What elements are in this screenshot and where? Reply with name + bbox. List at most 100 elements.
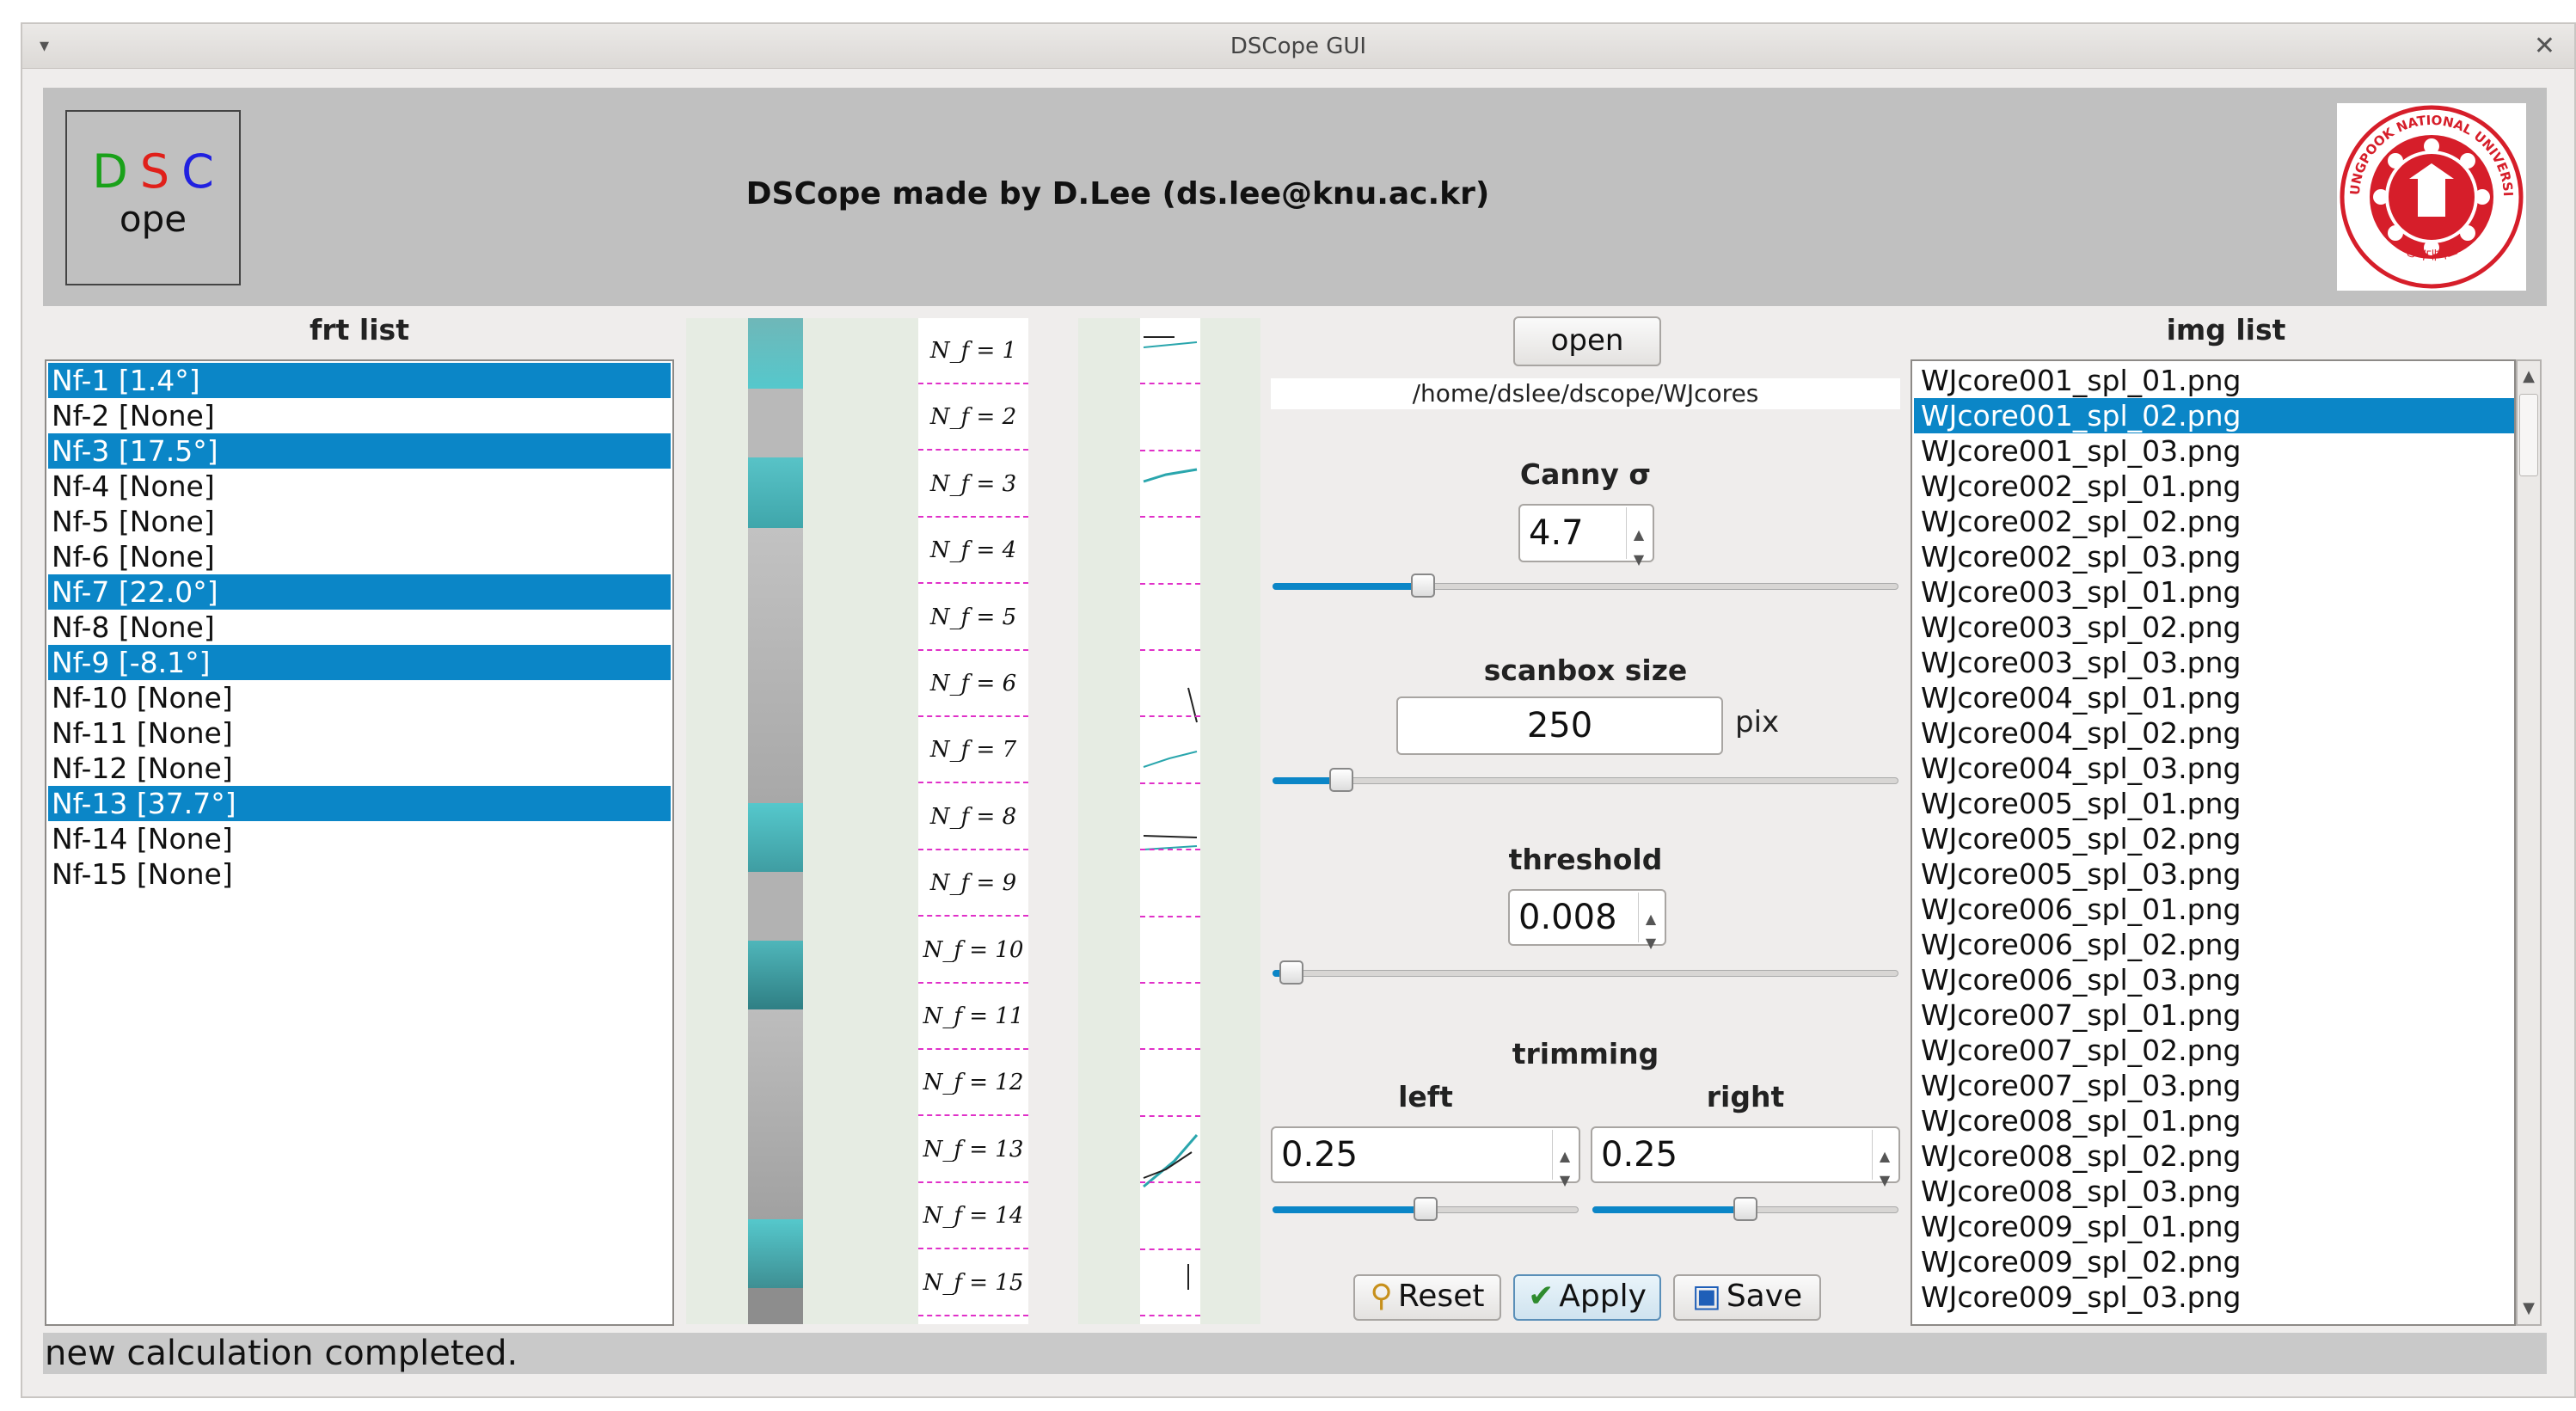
trim-left-slider[interactable]: [1273, 1197, 1579, 1223]
img-list-item[interactable]: WJcore006_spl_01.png: [1921, 893, 2242, 926]
slider-handle[interactable]: [1414, 1197, 1438, 1221]
title-bar[interactable]: ▾ DSCope GUI ✕: [22, 24, 2574, 69]
nf-label: N_f = 2: [918, 384, 1028, 451]
img-list-scrollbar[interactable]: ▲ ▼: [2516, 359, 2542, 1326]
frt-list-item[interactable]: Nf-8 [None]: [52, 610, 215, 644]
trim-right-slider[interactable]: [1592, 1197, 1898, 1223]
spin-down-icon[interactable]: ▼: [1552, 1154, 1577, 1188]
scanbox-slider[interactable]: [1273, 768, 1898, 794]
img-list-item[interactable]: WJcore002_spl_02.png: [1921, 505, 2242, 538]
canny-sigma-spinbox[interactable]: 4.7 ▲ ▼: [1518, 504, 1654, 567]
emblem-bottom-text: 경북대학교: [2403, 244, 2460, 263]
scanbox-size-input[interactable]: 250: [1396, 696, 1723, 755]
img-list-item[interactable]: WJcore008_spl_02.png: [1921, 1139, 2242, 1173]
img-list-item[interactable]: WJcore004_spl_02.png: [1921, 716, 2242, 750]
window-menu-icon[interactable]: ▾: [40, 35, 50, 57]
img-list-item[interactable]: WJcore003_spl_01.png: [1921, 575, 2242, 609]
img-list-item[interactable]: WJcore006_spl_03.png: [1921, 963, 2242, 997]
nf-label: N_f = 15: [918, 1250, 1028, 1316]
img-list-item[interactable]: WJcore006_spl_02.png: [1921, 928, 2242, 961]
header-title: DSCope made by D.Lee (ds.lee@knu.ac.kr): [745, 176, 1490, 212]
img-list-item[interactable]: WJcore001_spl_02.png: [1914, 398, 2514, 433]
slider-groove[interactable]: [1273, 970, 1898, 977]
save-button-label: Save: [1726, 1279, 1803, 1314]
nf-label: N_f = 1: [918, 318, 1028, 384]
frt-list-item[interactable]: Nf-12 [None]: [52, 752, 233, 785]
img-list-item[interactable]: WJcore003_spl_03.png: [1921, 646, 2242, 679]
frt-list-item[interactable]: Nf-11 [None]: [52, 716, 233, 750]
img-list-item[interactable]: WJcore002_spl_03.png: [1921, 540, 2242, 574]
canny-slider[interactable]: [1273, 574, 1898, 599]
img-list-item[interactable]: WJcore009_spl_03.png: [1921, 1280, 2242, 1314]
frt-list-item[interactable]: Nf-2 [None]: [52, 399, 215, 433]
spin-up-icon[interactable]: ▲: [1638, 893, 1663, 927]
nf-label: N_f = 10: [918, 917, 1028, 984]
threshold-slider[interactable]: [1273, 960, 1898, 986]
nf-separator-line: [1140, 782, 1200, 784]
img-list-item[interactable]: WJcore009_spl_01.png: [1921, 1210, 2242, 1243]
img-list[interactable]: WJcore001_spl_01.png WJcore001_spl_02.png…: [1911, 359, 2516, 1326]
img-list-item[interactable]: WJcore007_spl_03.png: [1921, 1069, 2242, 1102]
threshold-spinbox[interactable]: 0.008 ▲ ▼: [1508, 889, 1666, 951]
status-message: new calculation completed.: [45, 1334, 518, 1373]
slider-handle[interactable]: [1733, 1197, 1757, 1221]
reset-button[interactable]: ⚲ Reset: [1353, 1274, 1501, 1321]
img-list-item[interactable]: WJcore005_spl_02.png: [1921, 822, 2242, 856]
img-list-item[interactable]: WJcore001_spl_01.png: [1921, 364, 2242, 397]
img-list-item[interactable]: WJcore009_spl_02.png: [1921, 1245, 2242, 1279]
frt-list-item[interactable]: Nf-14 [None]: [52, 822, 233, 856]
img-list-item[interactable]: WJcore002_spl_01.png: [1921, 469, 2242, 503]
apply-button[interactable]: ✔ Apply: [1513, 1274, 1661, 1321]
scroll-down-arrow-icon[interactable]: ▼: [2523, 1299, 2535, 1317]
nf-label: N_f = 12: [918, 1050, 1028, 1117]
slider-handle[interactable]: [1279, 960, 1303, 985]
nf-separator-line: [1140, 915, 1200, 917]
frt-list-item[interactable]: Nf-1 [1.4°]: [48, 363, 671, 398]
img-list-item[interactable]: WJcore005_spl_01.png: [1921, 787, 2242, 820]
nf-separator-line: [1140, 982, 1200, 984]
img-list-item[interactable]: WJcore004_spl_01.png: [1921, 681, 2242, 715]
nf-label: N_f = 11: [918, 984, 1028, 1050]
frt-list-item[interactable]: Nf-7 [22.0°]: [48, 574, 671, 610]
trim-right-spinbox[interactable]: 0.25 ▲ ▼: [1591, 1126, 1900, 1188]
frt-list-item[interactable]: Nf-5 [None]: [52, 505, 215, 538]
spin-up-icon[interactable]: ▲: [1626, 507, 1651, 543]
open-button[interactable]: open: [1513, 316, 1661, 366]
threshold-value: 0.008: [1518, 898, 1617, 937]
slider-handle[interactable]: [1410, 574, 1435, 598]
frt-list-item[interactable]: Nf-13 [37.7°]: [48, 786, 671, 821]
close-icon[interactable]: ✕: [2533, 31, 2555, 61]
frt-list-item[interactable]: Nf-9 [-8.1°]: [48, 645, 671, 680]
frt-list-item[interactable]: Nf-15 [None]: [52, 857, 233, 891]
trimming-label: trimming: [1512, 1037, 1659, 1071]
slider-groove[interactable]: [1273, 777, 1898, 784]
frt-list-item[interactable]: Nf-4 [None]: [52, 469, 215, 503]
frt-list-item[interactable]: Nf-3 [17.5°]: [48, 433, 671, 469]
scroll-up-arrow-icon[interactable]: ▲: [2523, 367, 2535, 385]
nf-separator-line: [1140, 1181, 1200, 1184]
spin-up-icon[interactable]: ▲: [1552, 1130, 1577, 1164]
scrollbar-thumb[interactable]: [2519, 394, 2538, 476]
window-title: DSCope GUI: [1230, 34, 1367, 59]
spin-up-icon[interactable]: ▲: [1872, 1130, 1897, 1164]
slider-handle[interactable]: [1329, 768, 1354, 792]
img-list-item[interactable]: WJcore007_spl_02.png: [1921, 1034, 2242, 1067]
img-list-item[interactable]: WJcore008_spl_01.png: [1921, 1104, 2242, 1138]
img-list-item[interactable]: WJcore001_spl_03.png: [1921, 434, 2242, 468]
trim-left-spinbox[interactable]: 0.25 ▲ ▼: [1271, 1126, 1580, 1188]
frt-list[interactable]: Nf-1 [1.4°] Nf-2 [None] Nf-3 [17.5°] Nf-4 […: [45, 359, 674, 1326]
university-emblem: KYUNGPOOK NATIONAL UNIVERSITY 경북대학교: [2332, 91, 2526, 291]
apply-button-label: Apply: [1559, 1279, 1647, 1314]
frt-list-item[interactable]: Nf-10 [None]: [52, 681, 233, 715]
spin-down-icon[interactable]: ▼: [1872, 1154, 1897, 1188]
frt-list-item[interactable]: Nf-6 [None]: [52, 540, 215, 574]
img-list-item[interactable]: WJcore005_spl_03.png: [1921, 857, 2242, 891]
save-button[interactable]: ▣ Save: [1673, 1274, 1821, 1321]
spin-down-icon[interactable]: ▼: [1626, 532, 1651, 567]
img-list-item[interactable]: WJcore003_spl_02.png: [1921, 610, 2242, 644]
divider-strip: [867, 318, 918, 1324]
spin-down-icon[interactable]: ▼: [1638, 917, 1663, 951]
img-list-item[interactable]: WJcore004_spl_03.png: [1921, 752, 2242, 785]
img-list-item[interactable]: WJcore007_spl_01.png: [1921, 998, 2242, 1032]
img-list-item[interactable]: WJcore008_spl_03.png: [1921, 1175, 2242, 1208]
